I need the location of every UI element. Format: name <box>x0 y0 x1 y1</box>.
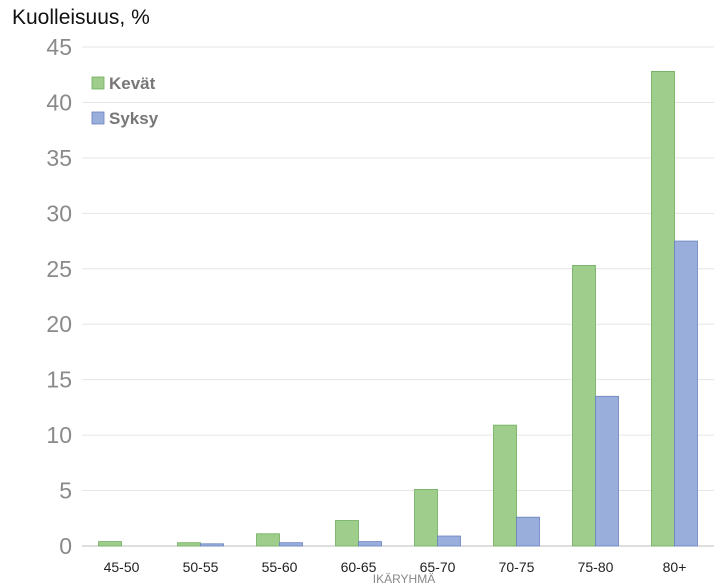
bar-kevat-45-50 <box>98 541 122 547</box>
bars <box>98 70 698 547</box>
legend-swatch <box>91 76 105 90</box>
y-tick-label: 0 <box>59 533 72 559</box>
x-tick-label: 55-60 <box>262 559 298 575</box>
x-tick-label: 75-80 <box>578 559 614 575</box>
y-tick-label: 30 <box>46 200 72 226</box>
x-tick-label: 65-70 <box>420 559 456 575</box>
x-tick-label: 70-75 <box>499 559 535 575</box>
y-tick-label: 15 <box>46 367 72 393</box>
y-tick-label: 25 <box>46 256 72 282</box>
bar-syksy-80+ <box>674 240 698 547</box>
y-tick-label: 45 <box>46 34 72 60</box>
y-axis-title: Kuolleisuus, % <box>12 6 150 29</box>
x-tick-label: 60-65 <box>341 559 377 575</box>
bar-syksy-60-65 <box>358 541 382 547</box>
bar-kevat-70-75 <box>493 424 517 547</box>
y-tick-label: 20 <box>46 311 72 337</box>
legend-swatch <box>91 111 105 125</box>
bar-syksy-70-75 <box>516 516 540 547</box>
legend-label: Syksy <box>109 109 159 128</box>
y-tick-label: 40 <box>46 89 72 115</box>
bar-kevat-55-60 <box>256 533 280 547</box>
bar-syksy-65-70 <box>437 535 461 547</box>
bar-syksy-50-55 <box>200 543 224 547</box>
legend: Kevät Syksy <box>91 74 159 128</box>
y-tick-labels: 0 5 10 15 20 25 30 35 40 45 <box>46 34 72 559</box>
x-tick-label: 50-55 <box>183 559 219 575</box>
x-axis-title: IKÄRYHMÄ <box>373 572 435 586</box>
gridlines <box>82 46 714 547</box>
bar-kevat-60-65 <box>335 520 359 547</box>
y-tick-label: 10 <box>46 422 72 448</box>
x-tick-labels: 45-50 50-55 55-60 60-65 65-70 70-75 75-80 80+ <box>104 559 687 575</box>
x-tick-label: 80+ <box>663 559 687 575</box>
bar-kevat-65-70 <box>414 489 438 547</box>
y-tick-label: 35 <box>46 145 72 171</box>
bar-kevat-75-80 <box>572 265 596 547</box>
bar-kevat-50-55 <box>177 542 201 547</box>
y-tick-label: 5 <box>59 478 72 504</box>
bar-kevat-80+ <box>651 70 675 547</box>
bar-syksy-55-60 <box>279 542 303 547</box>
x-tick-label: 45-50 <box>104 559 140 575</box>
bar-syksy-75-80 <box>595 395 619 547</box>
legend-label: Kevät <box>109 74 156 93</box>
